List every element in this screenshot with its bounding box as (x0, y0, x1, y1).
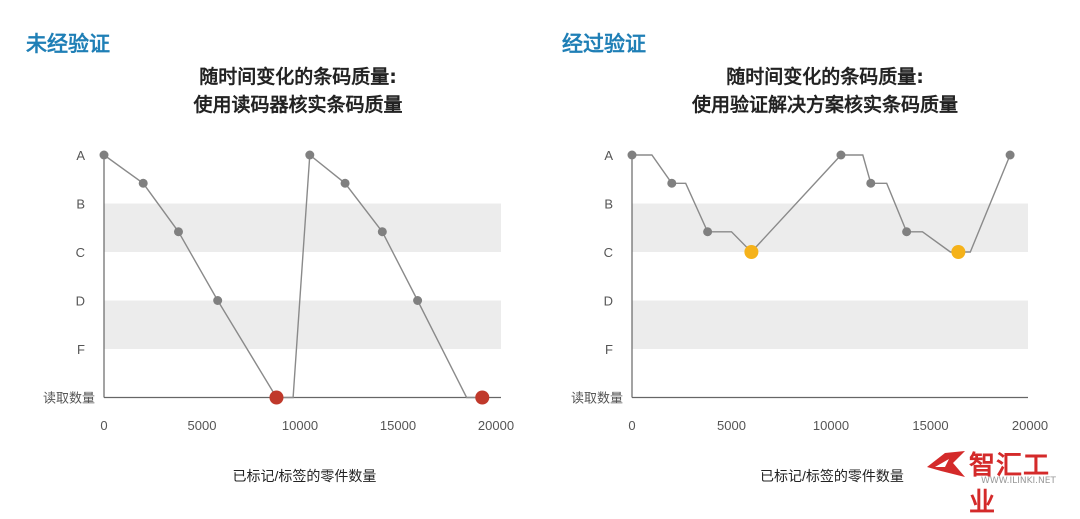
data-point (866, 178, 876, 188)
y-tick-label: F (77, 342, 85, 357)
shaded-band-B (632, 203, 1028, 252)
x-tick-label: 0 (100, 418, 107, 433)
highlight-point (951, 245, 966, 259)
series-line (632, 154, 1011, 254)
y-tick-label: C (76, 245, 85, 260)
x-axis-title: 已标记/标签的零件数量 (233, 468, 377, 484)
y-tick-label: 读取数量 (571, 391, 623, 406)
panel-heading: 经过验证 (562, 32, 646, 56)
y-tick-label: D (76, 294, 85, 309)
data-point (305, 150, 315, 160)
highlight-point (744, 245, 759, 259)
y-tick-label: B (604, 197, 613, 212)
y-tick-label: B (76, 197, 85, 212)
x-tick-label: 5000 (188, 418, 217, 433)
data-point (173, 227, 183, 237)
shaded-band-B (104, 203, 501, 252)
chart-title-line-2: 使用读码器核实条码质量 (193, 94, 403, 116)
y-tick-label: 读取数量 (43, 391, 95, 406)
panel-heading: 未经验证 (26, 32, 110, 56)
y-tick-label: A (76, 148, 85, 163)
shaded-band-D (632, 300, 1028, 349)
x-tick-label: 15000 (912, 418, 948, 433)
data-point (836, 150, 846, 160)
x-tick-label: 10000 (813, 418, 849, 433)
x-axis-title: 已标记/标签的零件数量 (760, 468, 904, 484)
x-tick-label: 15000 (380, 418, 416, 433)
watermark-logo-icon (927, 451, 965, 477)
y-tick-label: C (604, 245, 613, 260)
data-point (138, 178, 148, 188)
x-tick-label: 5000 (717, 418, 746, 433)
watermark: 智汇工业 WWW.ILINKI.NET (925, 443, 1070, 518)
line-chart-unverified: A B C D F 读取数量 0 5000 10000 15000 20000 已标记/标签的零件数量 (43, 148, 514, 484)
chart-title-line-2: 使用验证解决方案核实条码质量 (691, 94, 959, 116)
data-point (377, 227, 387, 237)
data-point (99, 150, 109, 160)
x-tick-label: 20000 (1012, 418, 1048, 433)
data-point (667, 178, 677, 188)
data-point (413, 296, 423, 305)
data-point (213, 296, 223, 305)
x-tick-label: 10000 (282, 418, 318, 433)
y-tick-label: F (605, 342, 613, 357)
data-point (627, 150, 637, 160)
y-tick-label: A (604, 148, 613, 163)
chart-title-line-1: 随时间变化的条码质量: (199, 66, 397, 88)
chart-panel-verified: 经过验证 随时间变化的条码质量: 使用验证解决方案核实条码质量 A B C D F 读取数… (540, 0, 1080, 495)
data-point (1005, 150, 1015, 160)
data-point (902, 227, 912, 237)
watermark-url: WWW.ILINKI.NET (981, 476, 1056, 486)
x-tick-label: 20000 (478, 418, 514, 433)
highlight-point (475, 390, 490, 405)
shaded-band-D (104, 300, 501, 349)
line-chart-verified: A B C D F 读取数量 0 5000 10000 15000 20000 已标记/标签的零件数量 (571, 148, 1048, 484)
x-tick-label: 0 (628, 418, 635, 433)
chart-panel-unverified: 未经验证 随时间变化的条码质量: 使用读码器核实条码质量 A B C D F 读取数量 0 5… (0, 0, 540, 495)
highlight-point (269, 390, 284, 405)
y-tick-label: D (604, 294, 613, 309)
chart-title-line-1: 随时间变化的条码质量: (726, 66, 924, 88)
data-point (703, 227, 713, 237)
series-line (103, 153, 483, 399)
data-point (340, 178, 350, 188)
